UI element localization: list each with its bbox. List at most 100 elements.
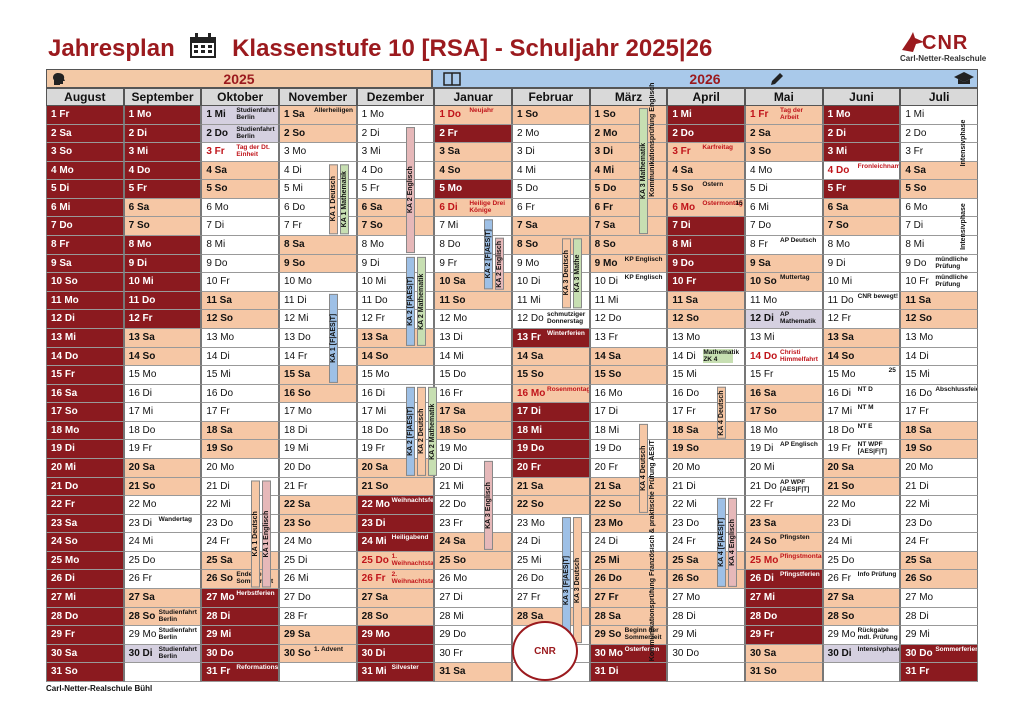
vertical-label: Kommunikationsprüfung Französisch & prak…: [649, 440, 657, 662]
day-label: 5 Di: [750, 183, 768, 195]
day-cell: 7 Sa: [589, 217, 668, 237]
day-cell: 8 Mi: [201, 236, 279, 255]
day-note: NT E: [857, 422, 873, 430]
day-label: 5 Do: [594, 183, 617, 195]
day-label: 21 Di: [672, 480, 696, 492]
day-label: 22 Sa: [284, 499, 311, 511]
day-cell: 21 Fr: [279, 477, 357, 497]
day-cell: 9 Di: [822, 254, 901, 274]
month-column-august: August 1 Fr 2 Sa 3 So 4 Mo 5 Di 6 Mi 7 Do 8 Fr 9 …: [46, 88, 124, 682]
day-label: 27 Do: [284, 592, 311, 604]
day-cell: 14 So: [123, 347, 202, 367]
day-label: 25 Mi: [517, 554, 542, 566]
day-label: 22 Fr: [750, 499, 774, 511]
day-label: 26 Do: [594, 573, 622, 585]
day-cell: 29 Fr: [745, 626, 823, 645]
month-header: September: [123, 88, 202, 106]
day-cell: 16 Fr: [434, 384, 512, 404]
day-label: 22 Mi: [206, 499, 231, 511]
day-cell: 3 Mi: [822, 143, 901, 162]
exam-bar: KA 1 Englisch: [262, 479, 271, 588]
day-label: 15 Fr: [750, 369, 774, 381]
day-cell: 15 Sa: [279, 366, 357, 385]
day-note: schmutziger Donnerstag: [547, 311, 586, 326]
day-label: 1 So: [517, 109, 539, 120]
day-note: AP Deutsch: [780, 237, 817, 245]
exam-bar: KA 2 Englisch: [495, 238, 504, 290]
day-cell: 27 Sa: [822, 589, 901, 608]
day-cell: 9 Do: [667, 254, 745, 274]
vertical-label: Intensivphase: [960, 203, 967, 251]
day-label: 18 Do: [128, 424, 156, 436]
day-label: 18 Mo: [51, 424, 80, 436]
day-cell: 22 So: [512, 496, 590, 515]
day-cell: 6 Mo Ostermontag: [667, 198, 745, 218]
day-note: Herbstferien: [236, 590, 275, 598]
day-cell: [123, 663, 202, 682]
day-label: 16 Di: [827, 387, 852, 399]
day-note: Karfreitag: [702, 144, 734, 152]
day-label: 26 So: [905, 573, 933, 585]
day-label: 13 Mi: [51, 331, 77, 343]
day-label: 28 Mi: [439, 610, 464, 622]
day-cell: 5 So: [900, 180, 978, 199]
day-label: 9 Sa: [51, 257, 72, 269]
day-cell: 15 Mi: [900, 366, 978, 385]
day-label: 3 So: [750, 146, 772, 158]
day-cell: 8 Fr AP Deutsch: [745, 236, 823, 255]
day-label: 23 Do: [905, 517, 933, 529]
day-cell: 3 Mi: [123, 143, 202, 162]
day-label: 30 Fr: [439, 647, 463, 659]
day-label: 14 Mi: [439, 350, 464, 362]
day-label: 29 Fr: [750, 629, 774, 641]
day-cell: 23 Di: [822, 514, 901, 534]
month-header: März: [589, 88, 668, 106]
day-label: 1 Mo: [361, 109, 384, 120]
day-cell: 27 Mo: [900, 589, 978, 608]
day-label: 27 Mi: [51, 592, 77, 604]
day-cell: 30 Fr: [434, 644, 512, 664]
day-label: 13 Sa: [361, 331, 388, 343]
day-label: 18 Sa: [905, 424, 932, 436]
day-cell: 8 Mo: [822, 236, 901, 255]
day-label: 4 Do: [361, 164, 383, 176]
day-label: 3 Mi: [361, 146, 381, 158]
day-note: Heiligabend: [391, 534, 429, 542]
day-label: 18 Sa: [672, 424, 699, 436]
day-cell: 5 Do: [512, 180, 590, 199]
day-label: 21 So: [827, 480, 855, 492]
day-label: 5 Mi: [284, 183, 303, 195]
day-label: 11 Mo: [51, 294, 79, 306]
day-label: 13 Fr: [517, 331, 541, 343]
day-cell: 26 Di: [46, 570, 124, 590]
day-label: 19 So: [206, 443, 234, 455]
day-note: Allerheiligen: [314, 107, 354, 114]
day-cell: 13 Fr: [589, 328, 668, 348]
day-note: Pfingstmontag: [780, 552, 823, 560]
day-cell: 25 Di: [279, 551, 357, 571]
day-label: 13 Do: [284, 331, 311, 343]
day-label: 17 Mi: [128, 406, 154, 418]
day-note: Rückgabe mdl. Prüfung: [857, 627, 898, 642]
day-label: 10 Fr: [672, 276, 697, 288]
month-column-september: September 1 Mo 2 Di 3 Mi 4 Do 5 Fr 6 Sa 7 So 8 M…: [123, 88, 202, 682]
day-label: 28 Do: [51, 610, 79, 622]
day-cell: [279, 663, 357, 682]
day-cell: 20 Sa: [123, 458, 202, 478]
day-cell: 5 Di: [46, 180, 124, 199]
exam-bar: KA 4 Englisch: [728, 498, 737, 588]
day-label: 15 Sa: [284, 369, 311, 381]
day-cell: 11 Do CNR bewegt!: [822, 291, 901, 311]
day-cell: 19 Fr: [123, 440, 202, 459]
day-cell: 17 Mo: [279, 403, 357, 422]
day-label: 20 Do: [284, 461, 311, 473]
day-label: 12 Fr: [128, 313, 153, 325]
day-label: 19 Fr: [128, 443, 152, 455]
day-label: 26 Di: [51, 573, 75, 585]
day-label: 11 Sa: [206, 294, 232, 306]
month-column-juni: Juni 1 Mo 2 Di 3 Mi 4 Do Fronleichnam 5 Fr 6 Sa…: [822, 88, 901, 682]
day-label: 26 Fr: [361, 573, 386, 585]
day-label: 14 Do: [750, 350, 778, 362]
month-column-mai: Mai 1 Fr Tag der Arbeit 2 Sa 3 So 4 Mo 5 Di 6 M…: [745, 88, 823, 682]
day-label: 31 Di: [594, 666, 619, 678]
